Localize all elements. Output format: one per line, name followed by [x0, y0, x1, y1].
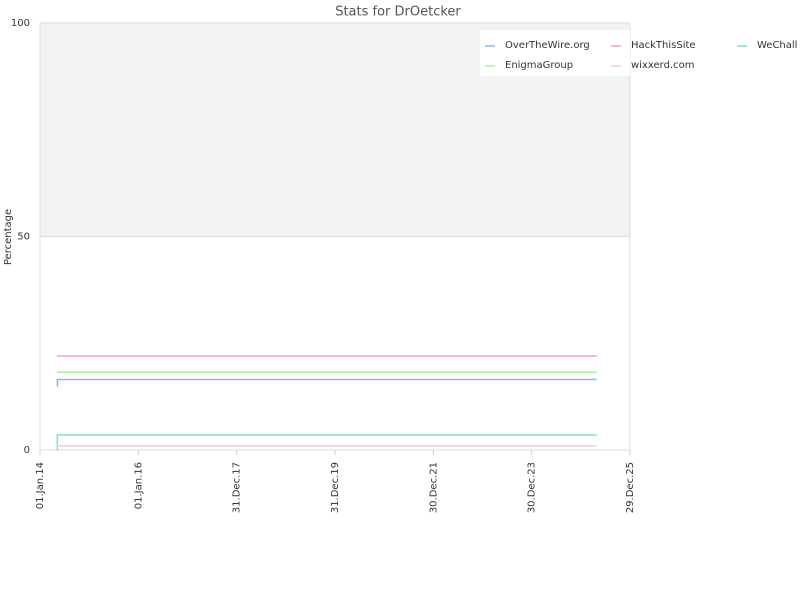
legend-label: WeChall	[757, 40, 797, 51]
x-tick-label: 31.Dec.19	[330, 462, 341, 513]
legend-label: OverTheWire.org	[505, 40, 590, 51]
legend-label: wixxerd.com	[631, 60, 694, 71]
x-tick-label: 01.Jan.14	[35, 462, 46, 509]
y-tick-label: 50	[17, 232, 30, 243]
x-tick-label: 31.Dec.17	[232, 462, 243, 513]
series-line	[56, 434, 597, 451]
chart-title: Stats for DrOetcker	[335, 5, 461, 20]
x-tick-label: 01.Jan.16	[133, 462, 144, 509]
legend-label: HackThisSite	[631, 40, 696, 51]
x-tick-label: 30.Dec.21	[428, 462, 439, 513]
y-tick-label: 0	[24, 445, 30, 456]
x-tick-label: 29.Dec.25	[625, 462, 636, 513]
x-tick-label: 30.Dec.23	[527, 462, 538, 513]
series-line	[56, 378, 597, 387]
y-axis-label: Percentage	[3, 209, 14, 265]
legend-label: EnigmaGroup	[505, 60, 573, 71]
legend-box	[480, 30, 630, 76]
y-tick-label: 100	[11, 18, 30, 29]
